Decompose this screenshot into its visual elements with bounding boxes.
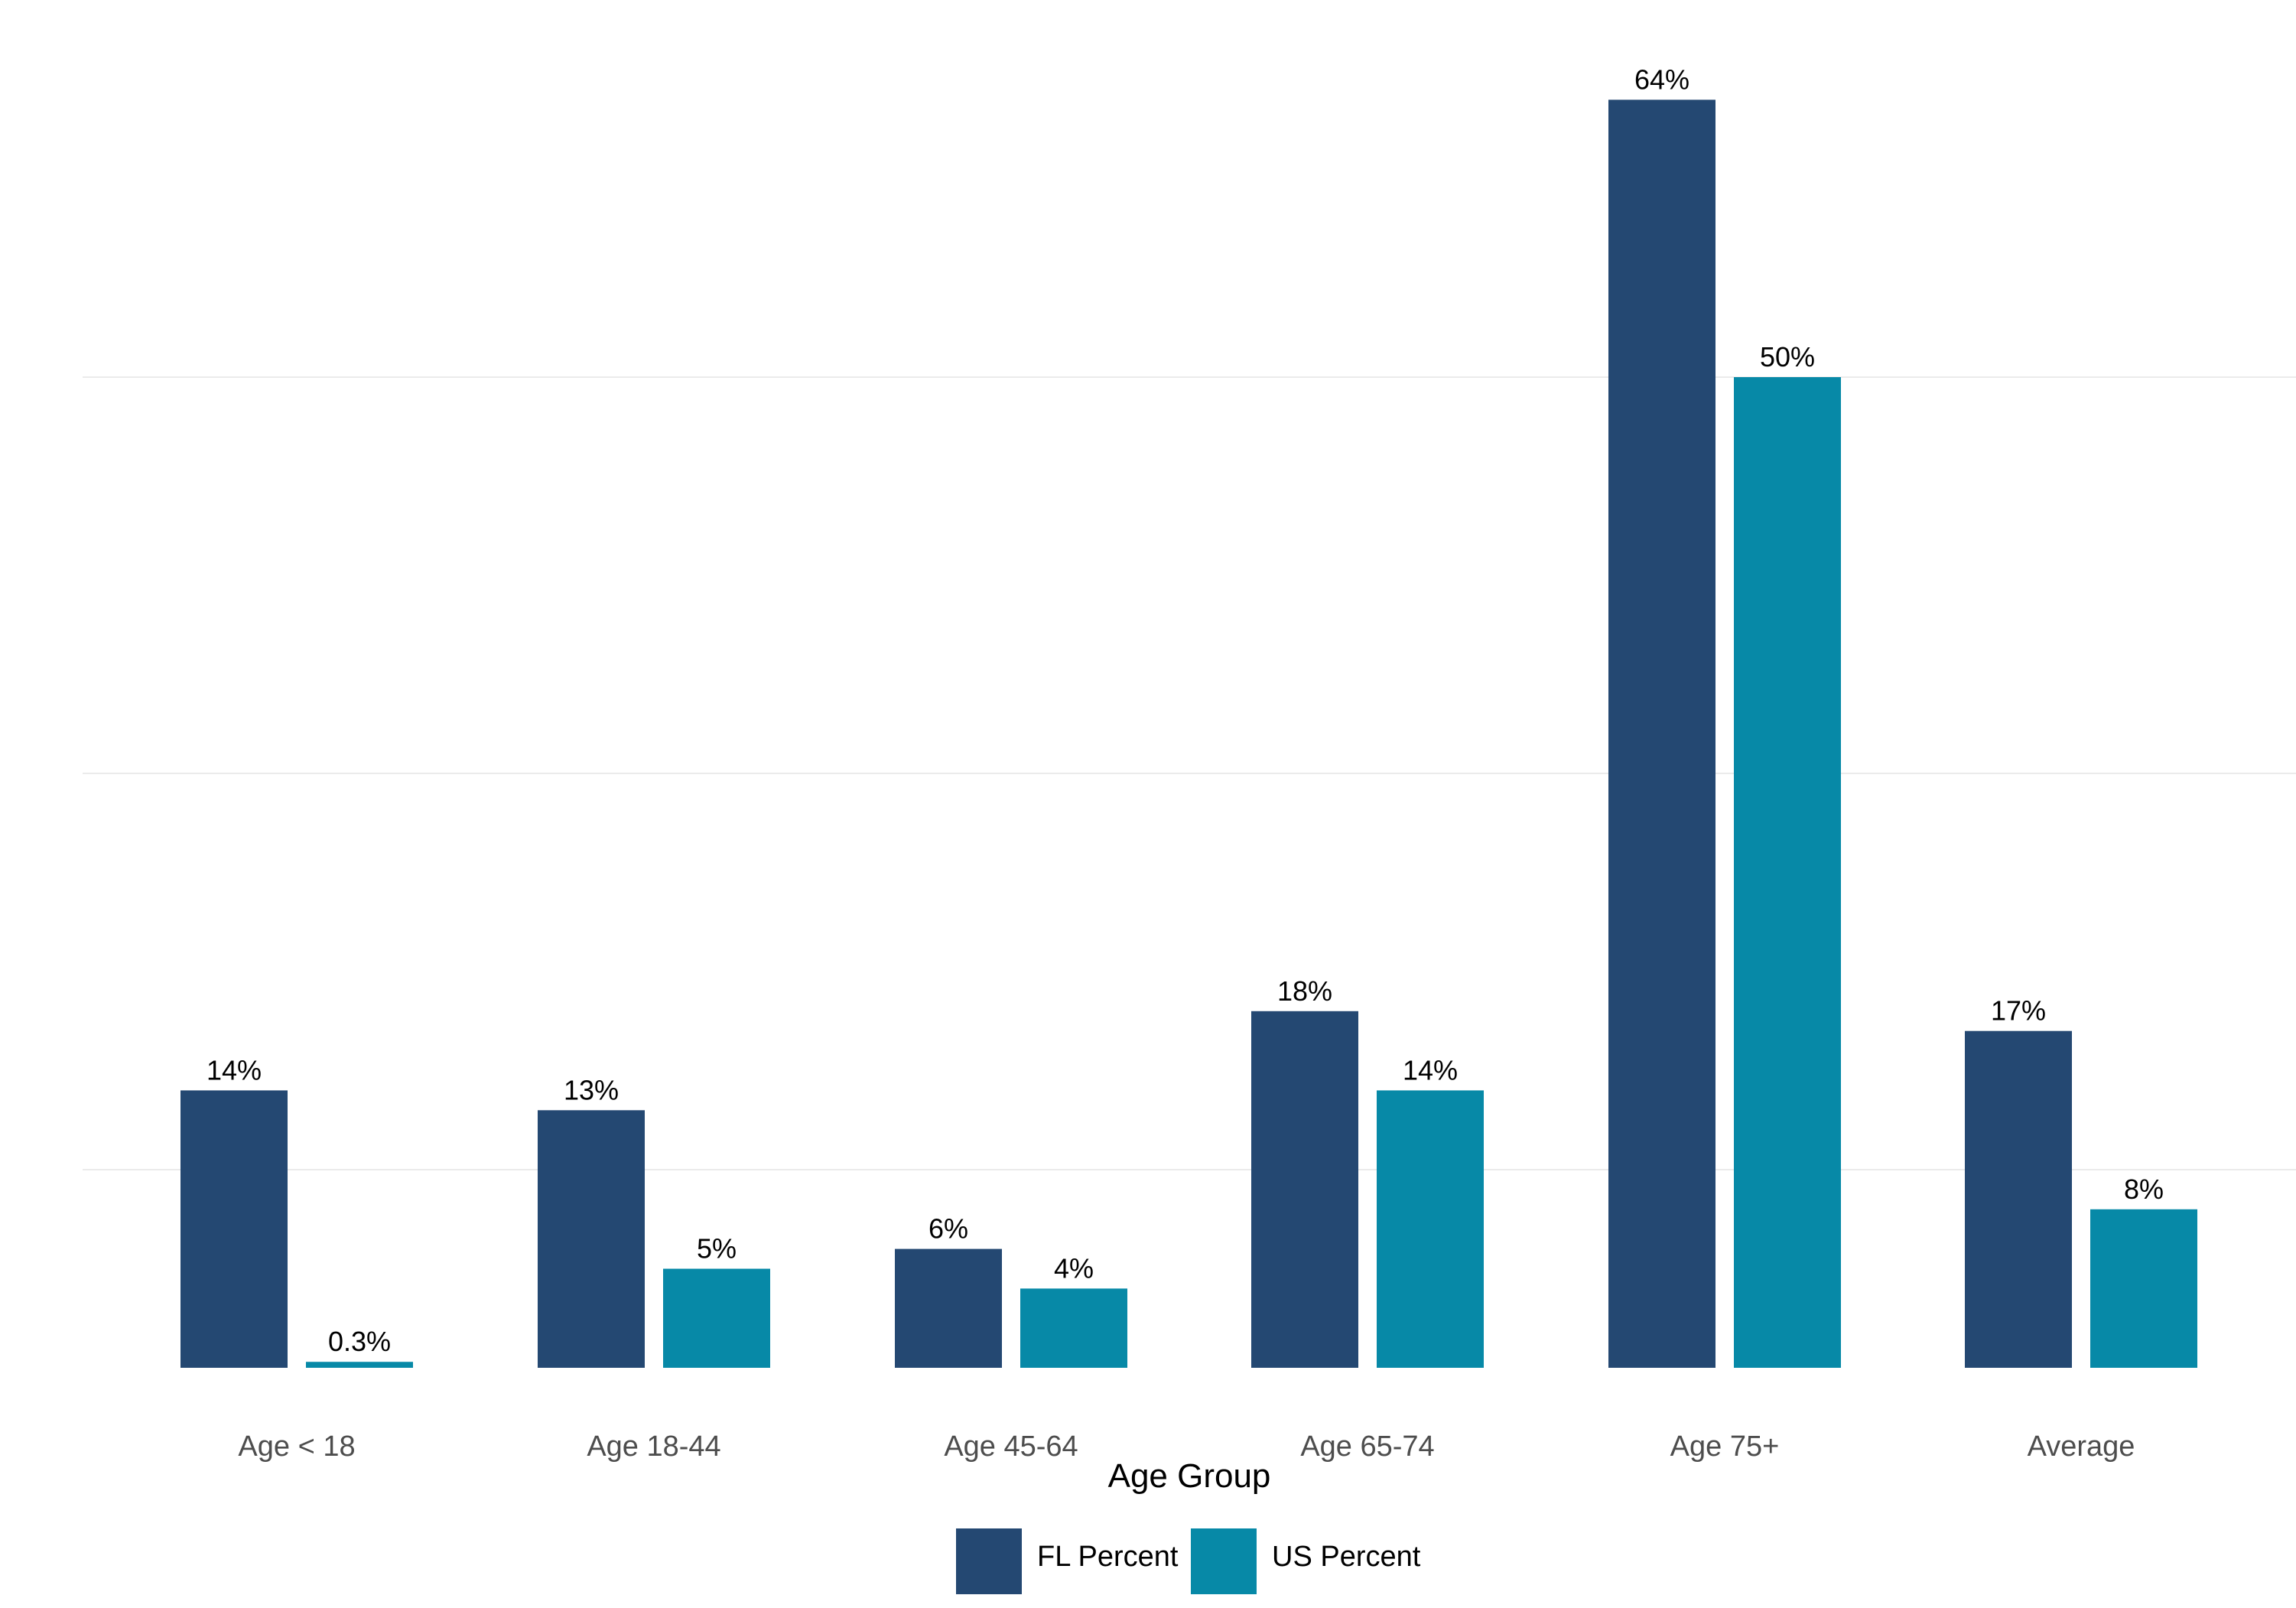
gridlines bbox=[83, 376, 2296, 1170]
bar-us-percent-age-45-64 bbox=[1020, 1288, 1127, 1368]
bar-us-percent-average bbox=[2090, 1209, 2197, 1368]
bar-label-us-percent-age-45-64: 4% bbox=[1054, 1252, 1094, 1284]
legend-swatch-fl-percent bbox=[956, 1528, 1022, 1594]
x-tick-label-age-18: Age < 18 bbox=[238, 1431, 355, 1463]
bar-us-percent-age-18 bbox=[306, 1362, 413, 1368]
bar-value-labels: 14% 13% 6% 18% 64% 17% 0.3% 5% 4% 14% 50% 8% bbox=[207, 63, 2164, 1357]
bar-label-us-percent-age-75: 50% bbox=[1760, 341, 1815, 373]
bar-fl-percent-average bbox=[1965, 1030, 2072, 1368]
bar-us-percent-age-75 bbox=[1734, 377, 1841, 1368]
x-tick-label-age-45-64: Age 45-64 bbox=[944, 1431, 1078, 1463]
bar-label-us-percent-average: 8% bbox=[2124, 1173, 2164, 1205]
x-axis-ticks: Age < 18 Age 18-44 Age 45-64 Age 65-74 Age 7… bbox=[238, 1431, 2135, 1463]
bar-fl-percent-age-65-74 bbox=[1251, 1011, 1358, 1368]
bar-fl-percent-age-18 bbox=[180, 1090, 288, 1368]
x-tick-label-average: Average bbox=[2028, 1431, 2135, 1463]
bar-label-fl-percent-age-75: 64% bbox=[1634, 63, 1689, 95]
x-tick-label-age-65-74: Age 65-74 bbox=[1300, 1431, 1434, 1463]
bar-label-fl-percent-average: 17% bbox=[1991, 995, 2046, 1027]
x-tick-label-age-18-44: Age 18-44 bbox=[587, 1431, 720, 1463]
bar-us-percent-age-65-74 bbox=[1377, 1090, 1484, 1368]
bar-us-percent-age-18-44 bbox=[663, 1268, 770, 1368]
bar-label-us-percent-age-18: 0.3% bbox=[328, 1326, 391, 1357]
x-tick-label-age-75: Age 75+ bbox=[1670, 1431, 1780, 1463]
bar-label-fl-percent-age-45-64: 6% bbox=[928, 1213, 968, 1245]
bar-fl-percent-age-45-64 bbox=[895, 1248, 1002, 1368]
bar-label-fl-percent-age-18: 14% bbox=[207, 1054, 262, 1086]
bar-label-fl-percent-age-18-44: 13% bbox=[564, 1074, 619, 1105]
legend-label-fl-percent: FL Percent bbox=[1037, 1541, 1179, 1573]
bar-label-us-percent-age-18-44: 5% bbox=[697, 1233, 737, 1265]
legend-label-us-percent: US Percent bbox=[1272, 1541, 1421, 1573]
legend: FL Percent US Percent bbox=[956, 1528, 1421, 1594]
legend-swatch-us-percent bbox=[1191, 1528, 1257, 1594]
bars bbox=[180, 99, 2197, 1368]
x-axis-title: Age Group bbox=[1108, 1457, 1271, 1495]
bar-label-fl-percent-age-65-74: 18% bbox=[1277, 975, 1332, 1007]
bar-fl-percent-age-18-44 bbox=[538, 1110, 645, 1368]
bar-label-us-percent-age-65-74: 14% bbox=[1403, 1054, 1458, 1086]
bar-fl-percent-age-75 bbox=[1608, 99, 1715, 1368]
